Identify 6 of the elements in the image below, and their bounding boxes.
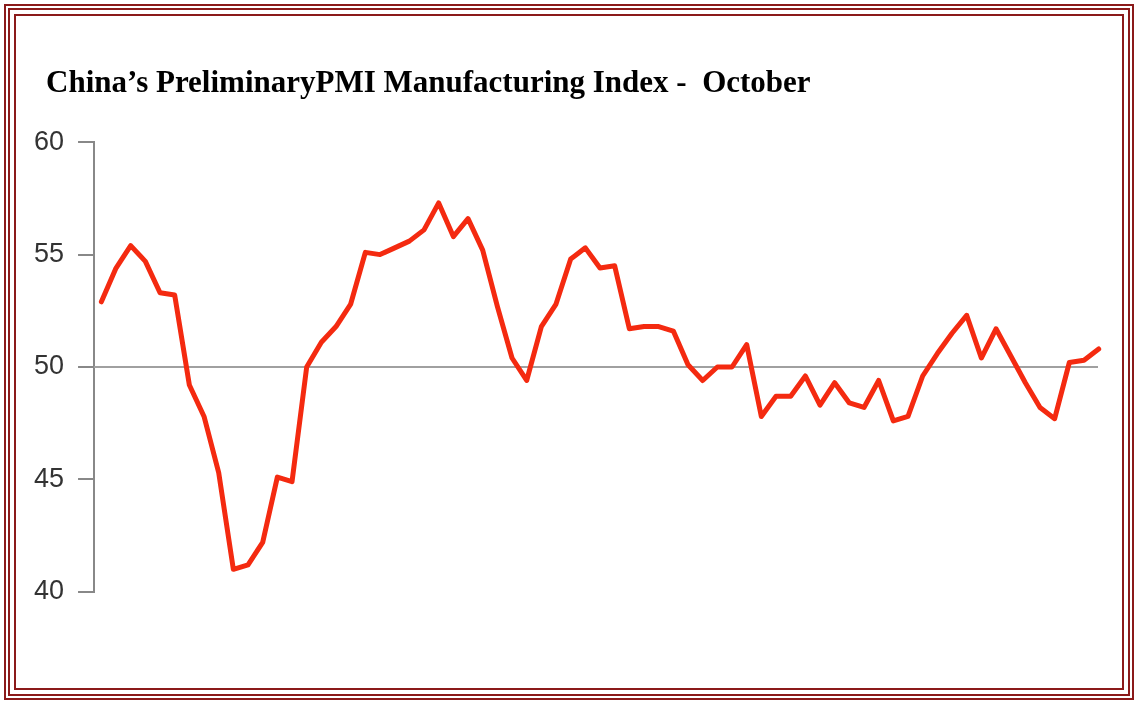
y-tick-label: 40 [33, 575, 65, 606]
y-tick-label: 55 [33, 238, 65, 269]
y-tick-label: 50 [33, 350, 65, 381]
chart-title: China’s PreliminaryPMI Manufacturing Index - October [46, 64, 811, 100]
y-tick-label: 60 [33, 125, 65, 156]
y-tick-label: 45 [33, 462, 65, 493]
